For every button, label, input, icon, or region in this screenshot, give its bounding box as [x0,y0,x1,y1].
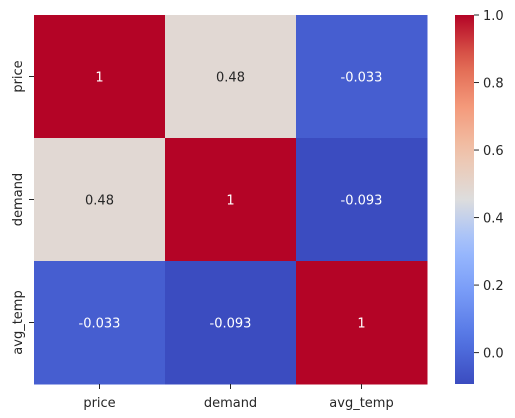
colorbar-tick-label: 0.6 [483,144,504,159]
y-tick-label: demand [11,173,26,226]
cell-value-label: -0.093 [210,317,252,332]
heatmap-cell [165,138,297,262]
colorbar-gradient [455,15,474,384]
colorbar-tick-label: 1.0 [483,9,504,24]
cell-value-label: 0.48 [85,194,114,209]
heatmap-cell [165,261,297,385]
cell-value-label: -0.033 [79,317,121,332]
y-tick-label: price [11,60,26,92]
cell-value-label: -0.033 [341,71,383,86]
cell-value-label: 1 [226,194,234,209]
heatmap-annotations: 1 0.48 -0.033 0.48 1 -0.093 -0.033 -0.093 1 [79,71,383,332]
heatmap-cell [296,261,428,385]
heatmap-cell [165,15,297,139]
x-tick-label: price [83,396,115,411]
heatmap-cell [34,138,166,262]
cell-value-label: 0.48 [216,71,245,86]
cell-value-label: -0.093 [341,194,383,209]
y-axis: price demand avg_temp [11,60,34,355]
heatmap-cell [34,261,166,385]
heatmap-cells [34,15,428,385]
colorbar-tick-label: 0.8 [483,77,504,92]
x-axis: price demand avg_temp [83,384,394,411]
colorbar-tick-label: 0.4 [483,212,504,227]
colorbar-tick-label: 0.2 [483,279,504,294]
x-tick-label: demand [204,396,257,411]
heatmap-cell [296,15,428,139]
cell-value-label: 1 [95,71,103,86]
x-tick-label: avg_temp [329,396,393,411]
colorbar: 1.0 0.8 0.6 0.4 0.2 0.0 [455,9,504,384]
heatmap-cell [296,138,428,262]
colorbar-tick-label: 0.0 [483,347,504,362]
y-tick-label: avg_temp [11,290,26,354]
heatmap-cell [34,15,166,139]
cell-value-label: 1 [357,317,365,332]
